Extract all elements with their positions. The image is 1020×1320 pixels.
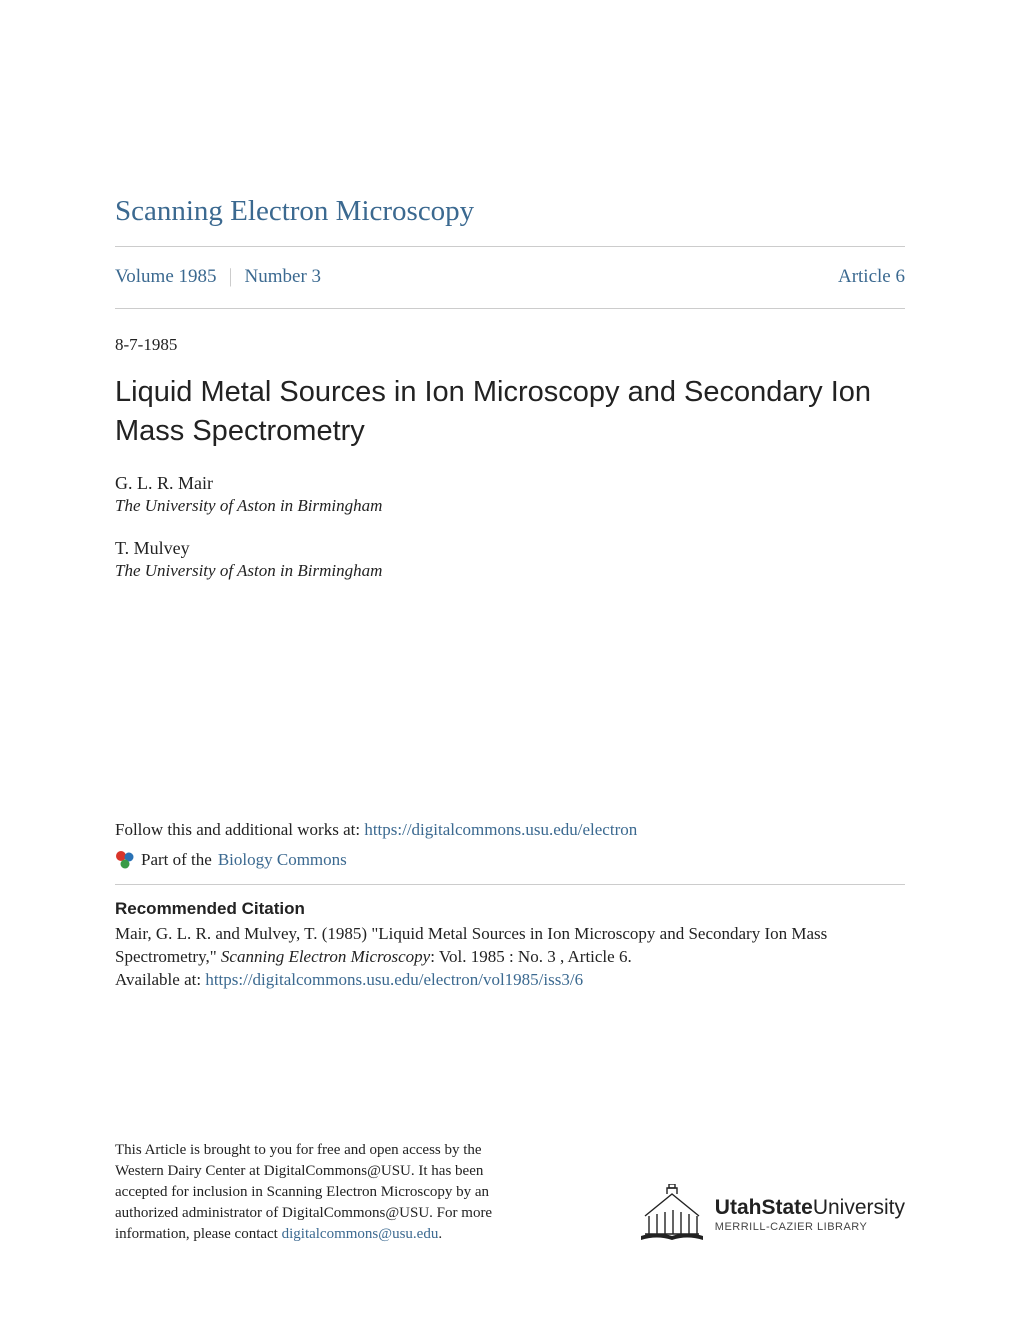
author-block-2: T. Mulvey The University of Aston in Bir…: [115, 538, 905, 581]
logo-library-name: MERRILL-CAZIER LIBRARY: [715, 1221, 905, 1233]
author-block-1: G. L. R. Mair The University of Aston in…: [115, 473, 905, 516]
partof-line: Part of the Biology Commons: [115, 850, 905, 870]
contact-email[interactable]: digitalcommons@usu.edu: [282, 1226, 439, 1242]
logo-name-light: University: [813, 1196, 905, 1219]
journal-title[interactable]: Scanning Electron Microscopy: [115, 195, 905, 228]
divider-bottom: [115, 308, 905, 309]
follow-line: Follow this and additional works at: htt…: [115, 820, 905, 840]
publication-date: 8-7-1985: [115, 335, 905, 355]
citation-url[interactable]: https://digitalcommons.usu.edu/electron/…: [205, 970, 583, 989]
citation-text: Mair, G. L. R. and Mulvey, T. (1985) "Li…: [115, 923, 905, 992]
network-icon: [115, 850, 135, 870]
logo-text: UtahStateUniversity MERRILL-CAZIER LIBRA…: [715, 1196, 905, 1233]
author-name-1: G. L. R. Mair: [115, 473, 905, 494]
citation-em: Scanning Electron Microscopy: [221, 947, 430, 966]
article-title: Liquid Metal Sources in Ion Microscopy a…: [115, 373, 905, 451]
partof-link[interactable]: Biology Commons: [218, 850, 347, 870]
library-building-icon: [639, 1184, 705, 1245]
divider-citation: [115, 884, 905, 885]
partof-prefix: Part of the: [141, 850, 212, 870]
access-statement: This Article is brought to you for free …: [115, 1140, 515, 1245]
follow-section: Follow this and additional works at: htt…: [115, 820, 905, 992]
author-affiliation-2: The University of Aston in Birmingham: [115, 561, 905, 581]
access-suffix: .: [438, 1226, 442, 1242]
citation-block: Recommended Citation Mair, G. L. R. and …: [115, 899, 905, 992]
number-link[interactable]: Number 3: [245, 266, 322, 288]
author-name-2: T. Mulvey: [115, 538, 905, 559]
logo-name-bold: UtahState: [715, 1196, 813, 1219]
breadcrumb-left: Volume 1985 | Number 3: [115, 265, 321, 288]
footer-block: This Article is brought to you for free …: [115, 1140, 905, 1245]
breadcrumb-separator: |: [229, 265, 233, 288]
follow-url[interactable]: https://digitalcommons.usu.edu/electron: [364, 820, 637, 839]
citation-line1b: : Vol. 1985 : No. 3 , Article 6.: [430, 947, 632, 966]
follow-prefix: Follow this and additional works at:: [115, 820, 364, 839]
author-affiliation-1: The University of Aston in Birmingham: [115, 496, 905, 516]
library-logo: UtahStateUniversity MERRILL-CAZIER LIBRA…: [639, 1184, 905, 1245]
breadcrumb: Volume 1985 | Number 3 Article 6: [115, 247, 905, 308]
logo-university-name: UtahStateUniversity: [715, 1196, 905, 1219]
volume-link[interactable]: Volume 1985: [115, 266, 217, 288]
citation-heading: Recommended Citation: [115, 899, 905, 919]
citation-available-prefix: Available at:: [115, 970, 205, 989]
article-link[interactable]: Article 6: [838, 266, 905, 288]
